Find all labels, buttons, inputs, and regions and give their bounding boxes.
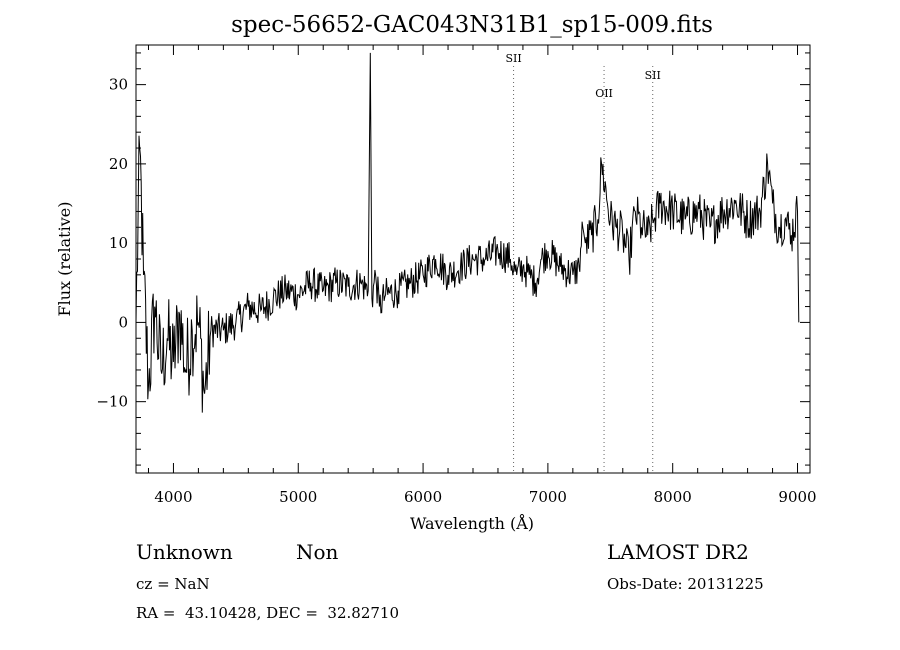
y-tick-label: 10	[109, 234, 128, 252]
y-tick-label: 30	[109, 76, 128, 94]
y-axis-label: Flux (relative)	[55, 202, 74, 317]
marker-label-sii: SII	[645, 69, 661, 82]
y-axis-ticks: −10 0 10 20 30	[96, 52, 810, 466]
x-axis-ticks: 4000 5000 6000 7000 8000 9000	[147, 45, 817, 506]
x-axis-label: Wavelength (Å)	[410, 513, 534, 533]
x-tick-label: 5000	[279, 488, 317, 506]
x-tick-label: 6000	[404, 488, 442, 506]
spectrum-line	[135, 52, 800, 413]
subclass-label: Non	[296, 540, 339, 564]
redshift-label: cz = NaN	[136, 575, 210, 593]
x-tick-label: 9000	[778, 488, 816, 506]
obs-date-label: Obs-Date: 20131225	[607, 575, 764, 593]
x-tick-label: 4000	[154, 488, 192, 506]
chart-title: spec-56652-GAC043N31B1_sp15-009.fits	[231, 12, 713, 38]
y-tick-label: 20	[109, 155, 128, 173]
y-tick-label: 0	[118, 313, 128, 331]
y-tick-label: −10	[96, 393, 128, 411]
marker-label-sii: SII	[505, 52, 521, 65]
survey-label: LAMOST DR2	[607, 540, 749, 564]
x-tick-label: 8000	[654, 488, 692, 506]
x-tick-label: 7000	[529, 488, 567, 506]
coordinates-label: RA = 43.10428, DEC = 32.82710	[136, 604, 400, 622]
emission-line-markers: SII OII SII	[505, 52, 661, 473]
class-label: Unknown	[136, 540, 233, 564]
marker-label-oii: OII	[595, 87, 613, 100]
